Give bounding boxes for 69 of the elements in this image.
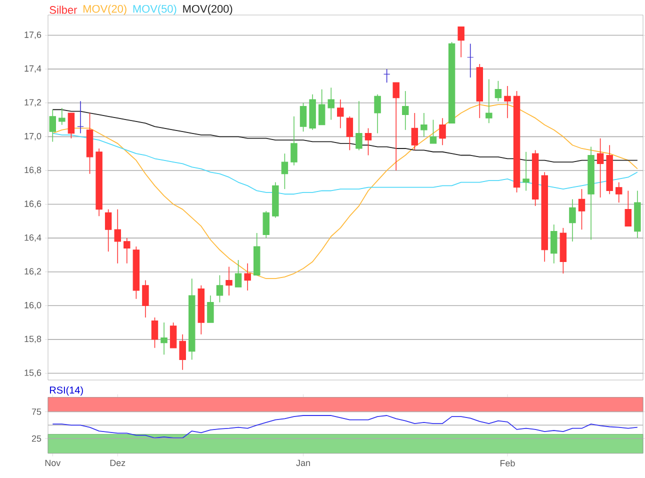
text: MOV(200) <box>183 4 232 15</box>
candlestick <box>392 82 400 171</box>
candlestick <box>466 43 474 78</box>
candlestick <box>290 116 298 166</box>
candlestick <box>486 78 492 124</box>
candlestick <box>550 224 558 264</box>
y-tick-label: 16,4 <box>24 234 42 242</box>
candlestick <box>569 198 576 242</box>
candlestick <box>234 260 242 288</box>
candlestick <box>458 26 464 58</box>
candlestick <box>49 109 56 142</box>
candlestick <box>262 210 270 238</box>
candlestick <box>226 266 232 296</box>
y-tick-label: 17,0 <box>24 132 42 140</box>
candlestick <box>522 151 530 192</box>
text: Silber <box>50 6 78 14</box>
candlestick <box>300 102 307 132</box>
candlestick <box>356 100 362 151</box>
y-tick-label: 16,0 <box>24 302 42 310</box>
candlestick <box>364 128 372 156</box>
candlestick <box>216 274 224 303</box>
candlestick <box>142 280 149 318</box>
y-tick-label: 16,6 <box>24 200 42 208</box>
x-tick-label: Feb <box>500 460 515 466</box>
chart-title: RSI(14) <box>50 386 83 396</box>
y-tick-label: 25 <box>32 435 42 442</box>
candlestick <box>374 94 381 134</box>
y-tick-label: 16,2 <box>24 268 42 276</box>
candlestick <box>114 208 121 264</box>
candlestick <box>207 295 214 323</box>
candlestick <box>430 119 437 144</box>
candlestick <box>624 190 632 227</box>
y-tick-label: 15,8 <box>24 336 42 344</box>
y-tick-label: 16,8 <box>24 166 42 174</box>
candlestick <box>578 188 586 230</box>
x-tick-label: Jan <box>296 460 310 466</box>
candlestick <box>337 99 344 129</box>
candlestick <box>58 108 66 126</box>
candlestick <box>170 322 177 348</box>
candlestick <box>318 88 326 126</box>
y-tick-label: 17,2 <box>24 99 42 107</box>
x-tick-label: Dez <box>110 460 126 466</box>
candlestick <box>77 100 84 134</box>
candlestick <box>104 208 112 252</box>
candlestick <box>179 334 186 370</box>
y-tick-label: 75 <box>32 408 42 415</box>
candlestick <box>151 317 158 348</box>
text: MOV(50) <box>133 4 176 15</box>
candlestick <box>383 68 390 83</box>
candlestick <box>160 322 168 356</box>
y-tick-label: 15,6 <box>24 370 42 377</box>
candlestick <box>402 90 409 130</box>
x-tick-label: Nov <box>45 460 61 466</box>
candlestick <box>596 138 604 198</box>
candlestick <box>346 116 354 151</box>
candlestick <box>411 112 418 151</box>
candlestick <box>439 118 446 146</box>
y-tick-label: 17,6 <box>24 32 42 39</box>
text: MOV(20) <box>84 4 126 15</box>
candlestick <box>420 112 428 138</box>
candlestick <box>494 80 502 102</box>
candlestick <box>281 153 288 190</box>
candlestick <box>68 112 75 139</box>
candlestick <box>124 238 130 264</box>
candlestick <box>244 263 251 291</box>
candlestick <box>504 86 511 118</box>
candlestick <box>328 87 334 120</box>
y-tick-label: 17,4 <box>24 65 42 73</box>
candlestick <box>616 182 622 203</box>
